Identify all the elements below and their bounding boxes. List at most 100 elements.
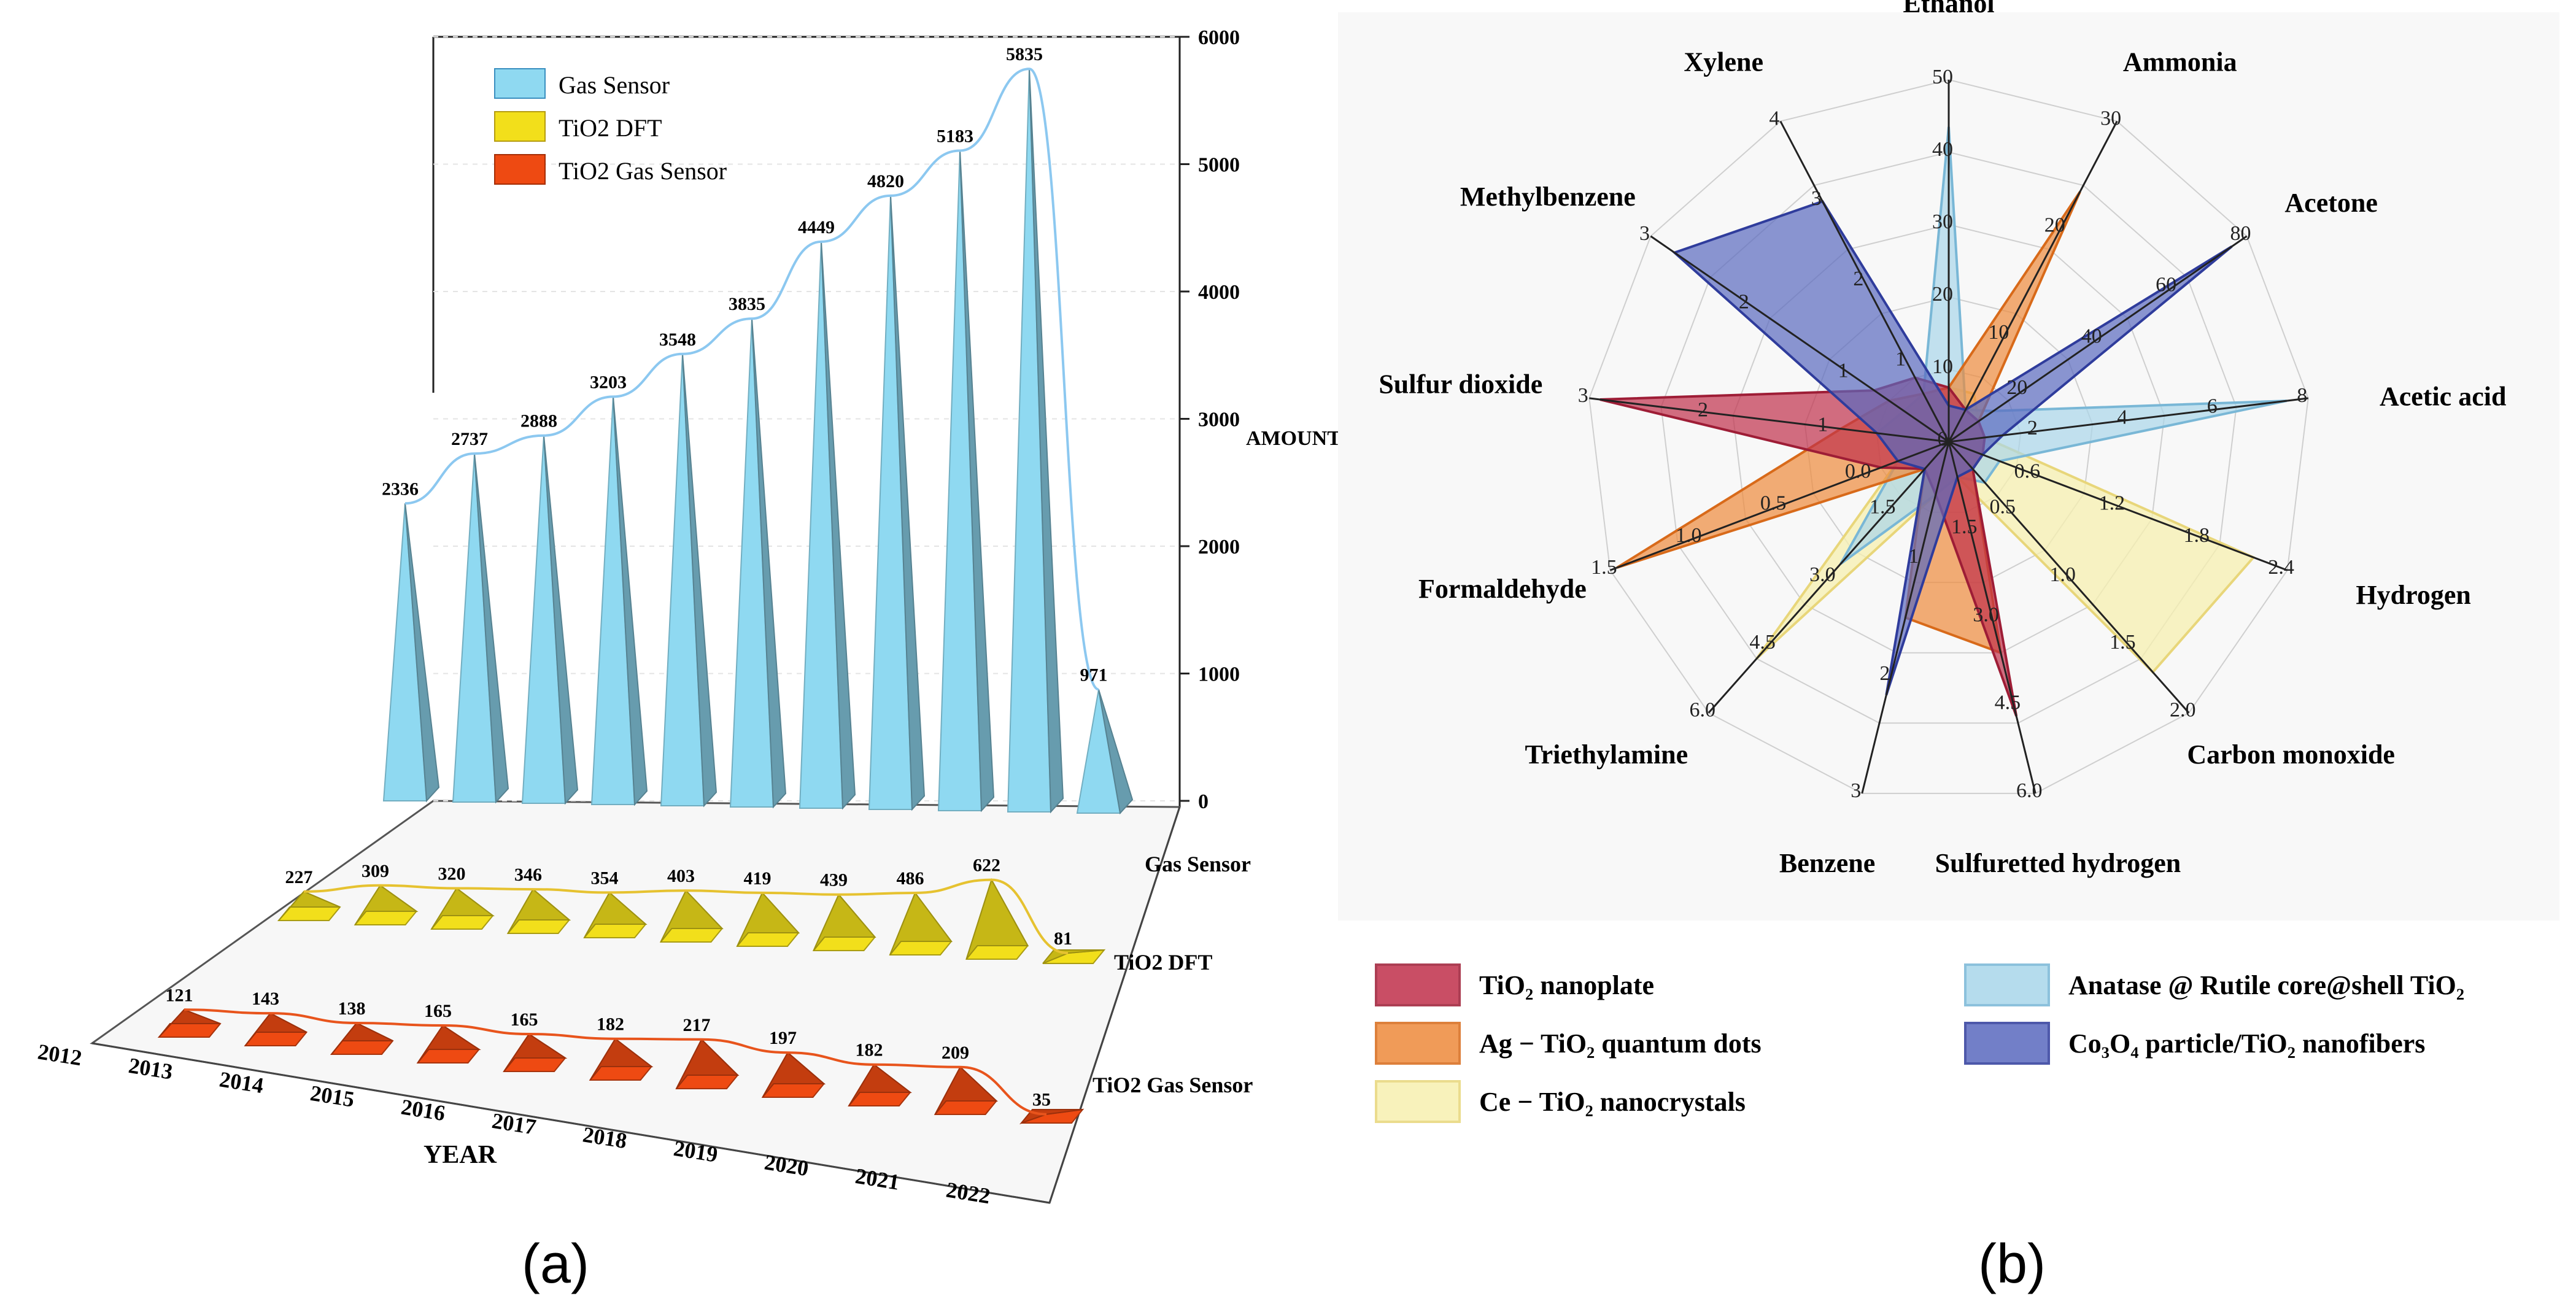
radar-axis-label: Xylene xyxy=(1684,47,1764,77)
radar-tick-label: 60 xyxy=(2156,274,2176,296)
radar-axis-label: Carbon monoxide xyxy=(2187,739,2395,770)
radar-tick-label: 1.5 xyxy=(1870,495,1896,518)
data-label: 320 xyxy=(438,863,466,884)
radar-tick-label: 3.0 xyxy=(1809,563,1836,586)
legend-b-label: TiO₂ nanoplate xyxy=(1479,970,1655,1000)
radar-tick-label: 0.5 xyxy=(1990,495,2016,518)
bar-gas-sensor-side xyxy=(959,150,995,813)
trend-line xyxy=(404,68,1099,691)
legend-b-item: Ag − TiO₂ quantum dots xyxy=(1375,1022,1762,1065)
bar-tio2-dft-top xyxy=(584,891,648,938)
radar-tick-label: 8 xyxy=(2297,384,2307,407)
radar-tick-label: 40 xyxy=(1932,138,1953,161)
data-label: 5183 xyxy=(937,126,973,147)
data-label: 486 xyxy=(897,868,924,889)
radar-tick-label: 2 xyxy=(1698,399,1708,422)
data-label: 209 xyxy=(942,1043,969,1063)
panel-b-radar-chart: 10 20 30 40 50 10 20 30 20 40 60 80 0 2 4 6 8 0.6 1.2 1.8 2.… xyxy=(1338,0,2559,1295)
data-label: 622 xyxy=(973,855,1000,876)
legend-swatch-tio2-gas-sensor xyxy=(494,154,546,185)
radar-tick-label: 6.0 xyxy=(2016,779,2043,802)
trend-line xyxy=(303,878,1069,955)
radar-axis-label: Sulfuretted hydrogen xyxy=(1935,848,2181,878)
data-label: 3835 xyxy=(729,294,765,314)
radar-tick-label: 1.2 xyxy=(2099,492,2125,515)
radar-axis-spoke xyxy=(1947,120,2118,442)
legend-b-label: Ag − TiO₂ quantum dots xyxy=(1479,1028,1762,1059)
bar-tio2-gas-sensor-top xyxy=(762,1051,826,1098)
radar-tick-label: 1.0 xyxy=(1676,524,1702,547)
radar-tick-label: 2 xyxy=(1739,291,1749,314)
radar-tick-label: 1.8 xyxy=(2183,524,2210,547)
radar-tick-label: 1.5 xyxy=(1591,556,1617,579)
row-label-tio2-dft: TiO2 DFT xyxy=(1114,950,1212,975)
radar-tick-label: 20 xyxy=(2044,214,2065,237)
data-label: 4449 xyxy=(798,217,835,237)
legend-swatch-gas-sensor xyxy=(494,68,546,99)
radar-grid-ring xyxy=(1732,223,2165,654)
bar-tio2-gas-sensor-top xyxy=(244,1012,307,1046)
radar-tick-label: 3 xyxy=(1811,187,1822,210)
radar-tick-label: 50 xyxy=(1932,66,1953,88)
bar-gas-sensor-side xyxy=(890,195,926,811)
bar-tio2-dft-top xyxy=(278,890,341,921)
data-label: 182 xyxy=(856,1040,883,1060)
x-tick-label: 2013 xyxy=(127,1053,174,1084)
bar-gas-sensor-side xyxy=(1029,69,1064,814)
y-tick-label: 2000 xyxy=(1198,536,1240,558)
legend-b-item: Ce − TiO₂ nanocrystals xyxy=(1375,1080,1746,1123)
bar-tio2-dft-top xyxy=(889,891,953,955)
bar-tio2-gas-sensor-top xyxy=(503,1033,568,1072)
data-label: 419 xyxy=(744,868,772,889)
bar-gas-sensor-side xyxy=(474,453,509,804)
floor-edge-right xyxy=(1048,806,1181,1203)
radar-axis-label: Acetic acid xyxy=(2380,381,2506,411)
bar-tio2-gas-sensor-top xyxy=(589,1038,654,1081)
bar-gas-sensor-side xyxy=(751,318,787,809)
data-label: 35 xyxy=(1032,1090,1051,1110)
data-label: 227 xyxy=(285,867,313,887)
row-label-gas-sensor: Gas Sensor xyxy=(1145,852,1251,876)
legend-b-label: Co₃O₄ particle/TiO₂ nanofibers xyxy=(2068,1028,2426,1059)
radar-axis-spoke xyxy=(1779,120,1950,442)
bar-tio2-dft-top xyxy=(660,889,724,943)
data-label: 197 xyxy=(769,1028,797,1048)
bar-gas-sensor-side xyxy=(1098,689,1134,815)
radar-tick-label: 30 xyxy=(1932,210,1953,233)
radar-tick-label: 2 xyxy=(1879,662,1890,685)
bar-tio2-gas-sensor-top xyxy=(934,1066,999,1115)
legend-b-label: Ce − TiO₂ nanocrystals xyxy=(1479,1086,1746,1117)
radar-tick-label: 0.5 xyxy=(1760,492,1787,515)
bar-gas-sensor-side xyxy=(613,396,648,806)
radar-tick-label: 30 xyxy=(2100,107,2121,130)
radar-tick-label: 10 xyxy=(1988,321,2009,344)
data-label: 346 xyxy=(514,865,542,885)
legend-label-tio2-dft: TiO2 DFT xyxy=(559,114,662,142)
radar-tick-label: 6.0 xyxy=(1690,699,1716,722)
axis-title-year: YEAR xyxy=(424,1141,497,1169)
radar-tick-label: 4.5 xyxy=(1995,692,2021,714)
panel-a-chart: 0 1000 2000 3000 4000 5000 6000 2336 2737 2888 32… xyxy=(36,26,1341,1295)
radar-tick-label: 2.4 xyxy=(2268,556,2294,579)
data-label: 971 xyxy=(1080,665,1108,685)
bar-tio2-gas-sensor-top xyxy=(331,1022,393,1055)
radar-tick-label: 4 xyxy=(2117,406,2127,428)
legend-b-swatch xyxy=(1375,963,1461,1006)
legend-b-swatch xyxy=(1375,1080,1461,1123)
radar-tick-label: 2 xyxy=(2027,417,2038,439)
radar-tick-label: 1 xyxy=(1895,347,1906,370)
radar-axis-spoke xyxy=(1609,441,1949,571)
bar-gas-sensor-side xyxy=(404,503,440,803)
bar-gas-sensor-side xyxy=(682,353,717,808)
data-label: 182 xyxy=(597,1014,624,1035)
data-label: 81 xyxy=(1054,928,1072,949)
y-tick-label: 0 xyxy=(1198,790,1209,813)
data-label: 2336 xyxy=(382,479,419,499)
data-label: 2888 xyxy=(520,411,557,431)
legend-b-swatch xyxy=(1964,1022,2050,1065)
radar-axis-label: Ammonia xyxy=(2123,47,2237,77)
data-label: 3548 xyxy=(659,330,696,350)
legend-b-swatch xyxy=(1964,963,2050,1006)
radar-tick-label: 3 xyxy=(1639,222,1650,245)
radar-tick-label: 4 xyxy=(1769,107,1779,130)
